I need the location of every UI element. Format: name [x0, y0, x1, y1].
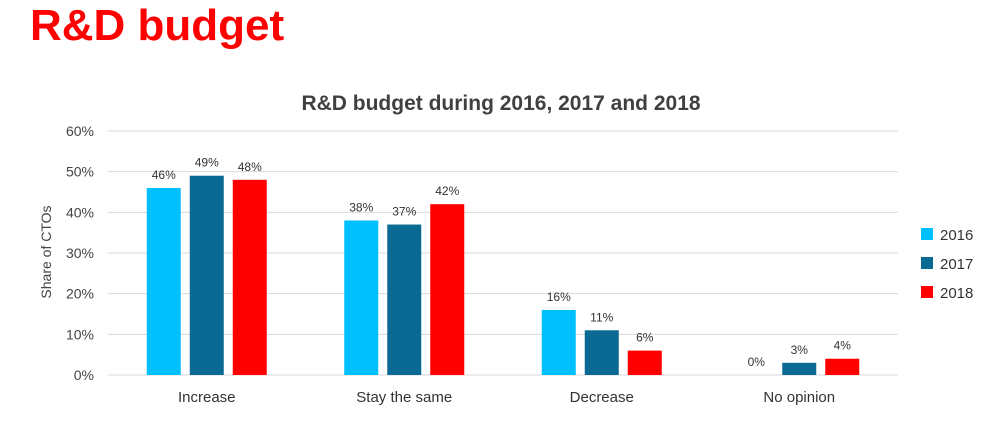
data-labels: 46% 49% 48% 38% 37% 42% 16% 11% 6% 0% 3% 4%	[152, 156, 852, 369]
data-label: 48%	[238, 160, 262, 174]
x-category-label: Stay the same	[356, 389, 452, 406]
bar-2018-no-opinion	[825, 358, 860, 375]
x-category-label: Increase	[178, 389, 236, 406]
data-label: 37%	[392, 205, 416, 219]
y-axis-ticks: 0% 10% 20% 30% 40% 50% 60%	[66, 123, 94, 383]
legend: 2016 2017 2018	[921, 227, 973, 302]
x-category-label: Decrease	[570, 389, 634, 406]
data-label: 3%	[791, 343, 809, 357]
bar-2017-increase	[189, 175, 224, 375]
legend-swatch-2016	[921, 228, 933, 240]
x-axis-categories: Increase Stay the same Decrease No opinion	[178, 389, 835, 406]
chart-title: R&D budget during 2016, 2017 and 2018	[301, 92, 700, 115]
bar-2016-increase	[146, 187, 181, 375]
data-label: 4%	[834, 339, 852, 353]
legend-label-2017: 2017	[940, 256, 973, 273]
bar-2018-stay-the-same	[430, 204, 465, 375]
slide-title: R&D budget	[30, 1, 285, 50]
y-tick-label: 10%	[66, 326, 94, 342]
y-tick-label: 60%	[66, 123, 94, 139]
data-label: 6%	[636, 331, 654, 345]
y-tick-label: 0%	[74, 367, 94, 383]
legend-swatch-2018	[921, 286, 933, 298]
gridlines	[108, 130, 898, 376]
data-label: 46%	[152, 168, 176, 182]
bar-2018-increase	[232, 179, 267, 375]
x-category-label: No opinion	[763, 389, 835, 406]
bar-2017-stay-the-same	[387, 224, 422, 375]
bar-2016-decrease	[541, 309, 576, 375]
bars	[146, 175, 860, 375]
y-tick-label: 30%	[66, 245, 94, 261]
data-label: 0%	[748, 355, 766, 369]
legend-label-2016: 2016	[940, 227, 973, 244]
bar-2017-decrease	[584, 330, 619, 375]
bar-2016-stay-the-same	[344, 220, 379, 375]
data-label: 16%	[547, 290, 571, 304]
y-tick-label: 50%	[66, 164, 94, 180]
legend-swatch-2017	[921, 257, 933, 269]
y-axis-label: Share of CTOs	[38, 205, 54, 298]
legend-label-2018: 2018	[940, 285, 973, 302]
data-label: 11%	[590, 310, 613, 324]
bar-2017-no-opinion	[782, 362, 817, 375]
data-label: 49%	[195, 156, 219, 170]
data-label: 38%	[349, 200, 373, 214]
y-tick-label: 40%	[66, 204, 94, 220]
bar-2018-decrease	[627, 350, 662, 375]
data-label: 42%	[435, 184, 459, 198]
y-tick-label: 20%	[66, 286, 94, 302]
